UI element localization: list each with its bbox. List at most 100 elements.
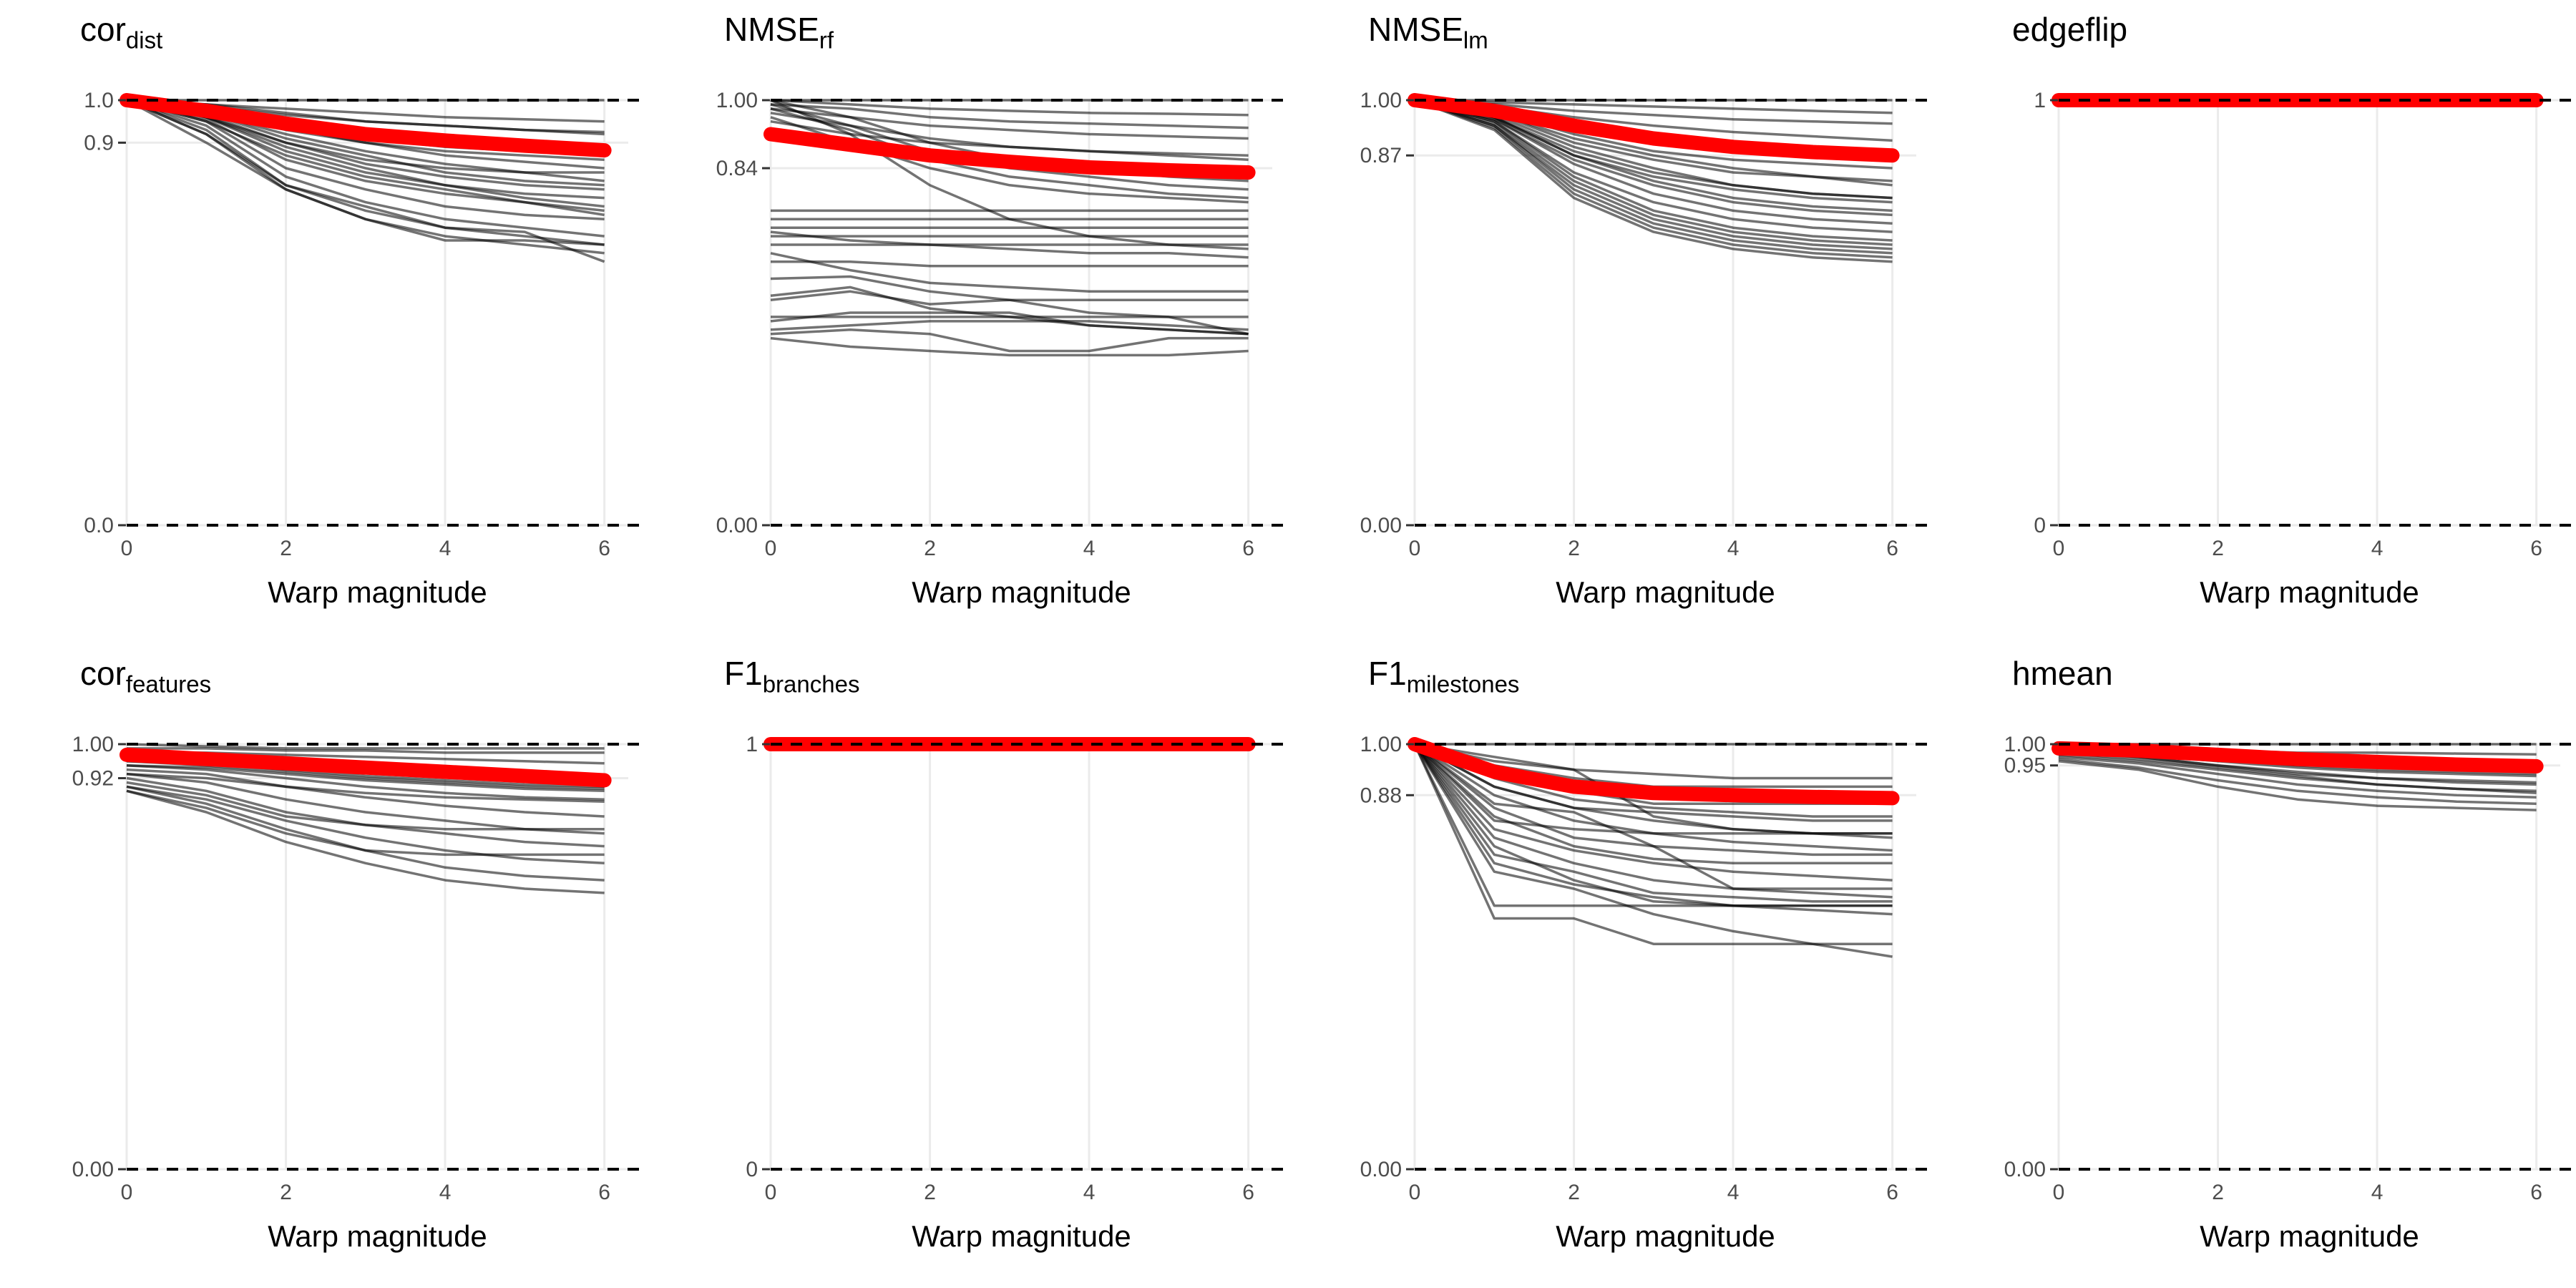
dataset-line bbox=[126, 743, 605, 750]
dataset-line bbox=[127, 747, 605, 754]
dataset-line bbox=[2058, 760, 2537, 811]
x-axis-title: Warp magnitude bbox=[912, 575, 1131, 609]
dataset-line bbox=[126, 789, 605, 857]
y-tick-label: 0.00 bbox=[1360, 1158, 1402, 1181]
panel-title: NMSElm bbox=[1368, 10, 1488, 52]
x-tick-label: 4 bbox=[1727, 1181, 1740, 1204]
panel-title-main: edgeflip bbox=[2012, 11, 2128, 48]
chart-panel: 0.00 0.95 1.00 0 2 4 6 Warp magnitude hmean bbox=[1932, 644, 2576, 1288]
x-tick-label: 2 bbox=[280, 537, 292, 560]
x-axis-title: Warp magnitude bbox=[2200, 575, 2419, 609]
dataset-line bbox=[770, 286, 1249, 336]
x-tick-label: 6 bbox=[598, 1181, 610, 1204]
chart-panel: 0 1 0 2 4 6 Warp magnitude F1branches bbox=[644, 644, 1288, 1288]
y-tick-label: 1.00 bbox=[1360, 89, 1402, 112]
x-tick-label: 6 bbox=[1886, 537, 1898, 560]
dataset-line bbox=[1414, 743, 1893, 780]
dataset-line bbox=[1414, 99, 1893, 114]
x-tick-label: 4 bbox=[2371, 537, 2384, 560]
x-tick-label: 0 bbox=[1409, 537, 1421, 560]
x-tick-label: 2 bbox=[924, 537, 936, 560]
dataset-line bbox=[771, 260, 1249, 268]
panel-title-subscript: dist bbox=[125, 26, 163, 54]
plot-area: 0.00 0.84 1.00 0 2 4 6 Warp magnitude bbox=[716, 89, 1285, 609]
chart-panel: 0.00 0.87 1.00 0 2 4 6 Warp magnitude NMSElm bbox=[1288, 0, 1932, 644]
dataset-line bbox=[2058, 756, 2537, 799]
dataset-line bbox=[1413, 743, 1893, 852]
x-tick-label: 6 bbox=[2530, 537, 2542, 560]
dataset-line bbox=[770, 103, 1249, 130]
x-axis-title: Warp magnitude bbox=[268, 575, 487, 609]
x-axis-title: Warp magnitude bbox=[912, 1219, 1131, 1253]
y-tick-label: 1.0 bbox=[84, 89, 114, 112]
panel-title-main: F1 bbox=[1368, 655, 1407, 692]
mean-line bbox=[119, 747, 612, 788]
y-tick-label: 1 bbox=[746, 733, 758, 756]
mean-line bbox=[1407, 737, 1900, 806]
dataset-line bbox=[770, 290, 1249, 336]
dataset-line bbox=[1414, 99, 1893, 217]
dataset-line bbox=[1414, 99, 1893, 259]
y-tick-label: 0.84 bbox=[716, 157, 758, 180]
panel-title-main: cor bbox=[80, 11, 126, 48]
plot-area: 0.00 0.87 1.00 0 2 4 6 Warp magnitude bbox=[1360, 89, 1929, 609]
dataset-line bbox=[1414, 99, 1893, 246]
x-tick-label: 6 bbox=[1242, 537, 1254, 560]
y-tick-label: 1.00 bbox=[1360, 733, 1402, 756]
panel-title-main: cor bbox=[80, 655, 126, 692]
plot-area: 0.00 0.92 1.00 0 2 4 6 Warp magnitude bbox=[72, 733, 641, 1253]
dataset-line bbox=[770, 107, 1249, 200]
panel-title-main: NMSE bbox=[1368, 11, 1463, 48]
dataset-line bbox=[770, 119, 1249, 157]
x-tick-label: 4 bbox=[1083, 537, 1096, 560]
mean-line bbox=[763, 127, 1256, 180]
dataset-line bbox=[126, 99, 605, 246]
plot-area: 0.00 0.88 1.00 0 2 4 6 Warp magnitude bbox=[1360, 733, 1929, 1253]
dataset-line bbox=[126, 772, 605, 803]
dataset-line bbox=[1413, 743, 1893, 890]
dataset-line bbox=[1413, 743, 1893, 899]
dataset-line bbox=[1413, 743, 1893, 907]
x-tick-label: 4 bbox=[439, 537, 452, 560]
dataset-line bbox=[2058, 751, 2537, 795]
y-tick-label: 0.87 bbox=[1360, 144, 1402, 167]
dataset-line bbox=[126, 789, 605, 894]
dataset-line bbox=[126, 781, 605, 831]
y-tick-label: 0.00 bbox=[2004, 1158, 2046, 1181]
mean-line bbox=[1407, 93, 1900, 163]
y-tick-label: 1 bbox=[2034, 89, 2046, 112]
dataset-line bbox=[126, 99, 605, 263]
dataset-line bbox=[126, 785, 605, 865]
dataset-line bbox=[1413, 743, 1893, 865]
x-tick-label: 2 bbox=[2212, 1181, 2224, 1204]
dataset-line bbox=[126, 99, 605, 217]
dataset-line bbox=[770, 230, 1249, 259]
x-tick-label: 6 bbox=[1242, 1181, 1254, 1204]
dataset-line bbox=[1414, 99, 1893, 255]
plot-area: 0 1 0 2 4 6 Warp magnitude bbox=[2034, 89, 2573, 609]
chart-panel: 0.00 0.88 1.00 0 2 4 6 Warp magnitude F1mileston… bbox=[1288, 644, 1932, 1288]
panel-title: hmean bbox=[2012, 654, 2113, 693]
x-tick-label: 0 bbox=[2053, 1181, 2065, 1204]
x-tick-label: 2 bbox=[1568, 537, 1580, 560]
mean-line bbox=[2051, 741, 2544, 774]
dataset-line bbox=[1413, 743, 1893, 882]
x-tick-label: 0 bbox=[2053, 537, 2065, 560]
dataset-line bbox=[2058, 758, 2537, 805]
x-tick-label: 2 bbox=[2212, 537, 2224, 560]
x-tick-label: 2 bbox=[924, 1181, 936, 1204]
x-tick-label: 0 bbox=[121, 537, 133, 560]
x-axis-title: Warp magnitude bbox=[1556, 1219, 1775, 1253]
panel-title-main: F1 bbox=[724, 655, 763, 692]
dataset-line bbox=[126, 763, 605, 801]
y-tick-label: 0.88 bbox=[1360, 784, 1402, 807]
x-axis-title: Warp magnitude bbox=[268, 1219, 487, 1253]
chart-panel: 0.0 0.9 1.0 0 2 4 6 Warp magnitude cordist bbox=[0, 0, 644, 644]
x-tick-label: 4 bbox=[439, 1181, 452, 1204]
y-tick-label: 1.00 bbox=[72, 733, 114, 756]
x-tick-label: 0 bbox=[1409, 1181, 1421, 1204]
dataset-line bbox=[1413, 743, 1893, 903]
panel-title-main: NMSE bbox=[724, 11, 819, 48]
panel-title-subscript: lm bbox=[1463, 26, 1488, 54]
